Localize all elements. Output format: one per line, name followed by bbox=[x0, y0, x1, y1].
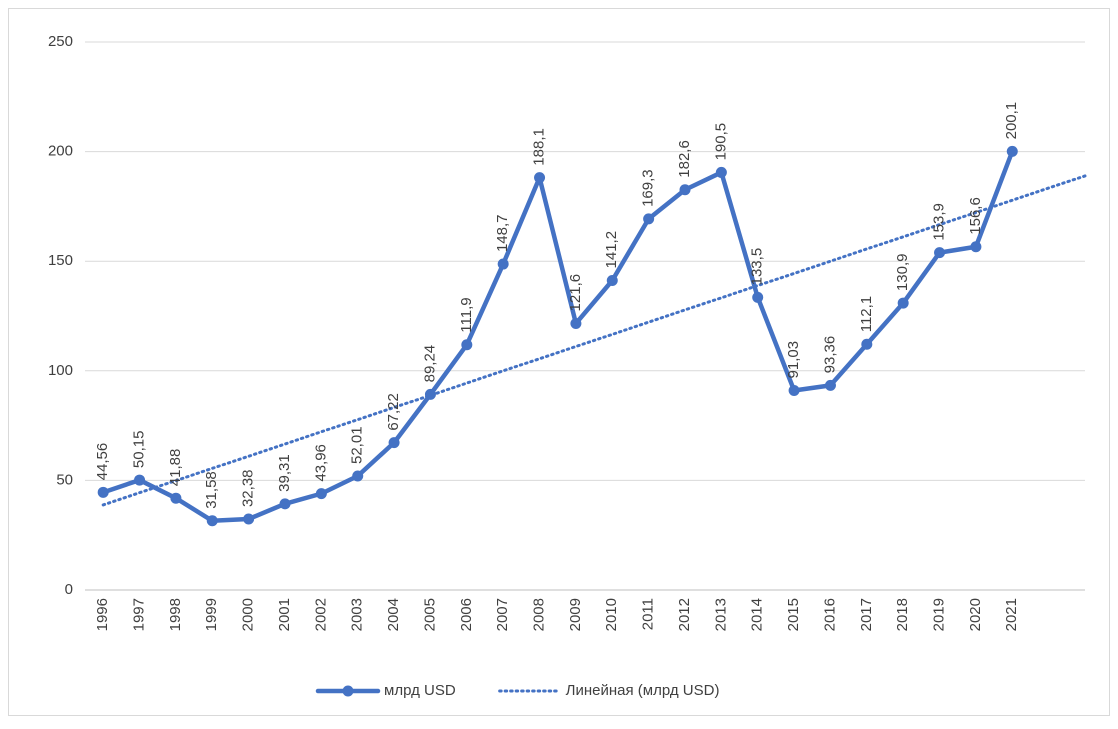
data-label: 93,36 bbox=[821, 336, 838, 374]
marker bbox=[461, 339, 473, 351]
y-tick-label: 50 bbox=[56, 471, 73, 488]
x-tick-label: 2001 bbox=[276, 598, 293, 631]
x-tick-label: 2003 bbox=[349, 598, 366, 631]
marker bbox=[352, 470, 364, 482]
x-tick-label: 2015 bbox=[785, 598, 802, 631]
marker bbox=[279, 498, 291, 510]
data-label: 130,9 bbox=[894, 254, 911, 292]
marker bbox=[388, 437, 400, 449]
data-label: 31,58 bbox=[203, 471, 220, 509]
data-label: 39,31 bbox=[276, 454, 293, 492]
data-label: 153,9 bbox=[931, 203, 948, 241]
x-tick-label: 1996 bbox=[94, 598, 111, 631]
x-tick-label: 2006 bbox=[458, 598, 475, 631]
marker bbox=[315, 488, 327, 500]
marker bbox=[752, 291, 764, 303]
data-label: 52,01 bbox=[349, 426, 366, 464]
marker bbox=[606, 274, 618, 286]
data-label: 188,1 bbox=[531, 128, 548, 166]
trend-line bbox=[101, 174, 1087, 507]
marker bbox=[715, 166, 727, 178]
marker bbox=[1006, 145, 1018, 157]
x-tick-label: 2017 bbox=[858, 598, 875, 631]
y-tick-label: 100 bbox=[48, 362, 73, 379]
x-tick-label: 2014 bbox=[749, 598, 766, 631]
data-label: 89,24 bbox=[421, 345, 438, 383]
marker bbox=[170, 492, 182, 504]
data-label: 141,2 bbox=[603, 231, 620, 269]
data-label: 121,6 bbox=[567, 274, 584, 312]
x-tick-label: 2005 bbox=[421, 598, 438, 631]
x-tick-label: 2021 bbox=[1003, 598, 1020, 631]
marker bbox=[134, 474, 146, 486]
marker bbox=[970, 241, 982, 253]
marker bbox=[788, 384, 800, 396]
y-tick-label: 250 bbox=[48, 33, 73, 50]
x-tick-label: 2007 bbox=[494, 598, 511, 631]
x-tick-label: 2009 bbox=[567, 598, 584, 631]
legend-label: млрд USD bbox=[384, 682, 456, 699]
legend-marker bbox=[342, 685, 354, 697]
data-label: 43,96 bbox=[312, 444, 329, 482]
data-label: 91,03 bbox=[785, 341, 802, 379]
marker bbox=[934, 247, 946, 259]
x-tick-label: 2012 bbox=[676, 598, 693, 631]
x-tick-label: 1999 bbox=[203, 598, 220, 631]
data-label: 50,15 bbox=[131, 431, 148, 469]
x-tick-label: 2002 bbox=[312, 598, 329, 631]
x-tick-label: 2013 bbox=[712, 598, 729, 631]
y-tick-label: 200 bbox=[48, 143, 73, 160]
marker bbox=[643, 213, 655, 225]
x-tick-label: 2011 bbox=[640, 598, 657, 630]
data-label: 190,5 bbox=[712, 123, 729, 161]
marker bbox=[97, 486, 109, 498]
x-tick-label: 1998 bbox=[167, 598, 184, 631]
data-label: 133,5 bbox=[749, 248, 766, 286]
x-tick-label: 2008 bbox=[531, 598, 548, 631]
marker bbox=[243, 513, 255, 525]
y-tick-label: 150 bbox=[48, 252, 73, 269]
x-tick-label: 2000 bbox=[240, 598, 257, 631]
data-label: 148,7 bbox=[494, 215, 511, 253]
y-tick-label: 0 bbox=[65, 581, 73, 598]
data-label: 182,6 bbox=[676, 140, 693, 178]
marker bbox=[679, 184, 691, 196]
line bbox=[100, 149, 1015, 524]
data-label: 200,1 bbox=[1003, 102, 1020, 140]
marker bbox=[897, 297, 909, 309]
data-label: 32,38 bbox=[240, 469, 257, 507]
marker bbox=[824, 379, 836, 391]
marker bbox=[497, 258, 509, 270]
data-label: 112,1 bbox=[858, 296, 875, 332]
x-tick-label: 2019 bbox=[931, 598, 948, 631]
marker bbox=[206, 515, 218, 527]
marker bbox=[570, 317, 582, 329]
data-label: 169,3 bbox=[640, 169, 657, 207]
x-tick-label: 1997 bbox=[131, 598, 148, 631]
data-label: 156,6 bbox=[967, 197, 984, 235]
chart-border bbox=[8, 8, 1110, 716]
marker bbox=[861, 338, 873, 350]
data-label: 41,88 bbox=[167, 449, 184, 487]
marker bbox=[534, 172, 546, 184]
data-label: 111,9 bbox=[458, 297, 475, 332]
x-tick-label: 2010 bbox=[603, 598, 620, 631]
x-tick-label: 2004 bbox=[385, 598, 402, 631]
x-tick-label: 2016 bbox=[821, 598, 838, 631]
data-label: 44,56 bbox=[94, 443, 111, 481]
x-tick-label: 2018 bbox=[894, 598, 911, 631]
legend-label: Линейная (млрд USD) bbox=[566, 682, 720, 699]
x-tick-label: 2020 bbox=[967, 598, 984, 631]
marker bbox=[424, 388, 436, 400]
data-label: 67,22 bbox=[385, 393, 402, 431]
